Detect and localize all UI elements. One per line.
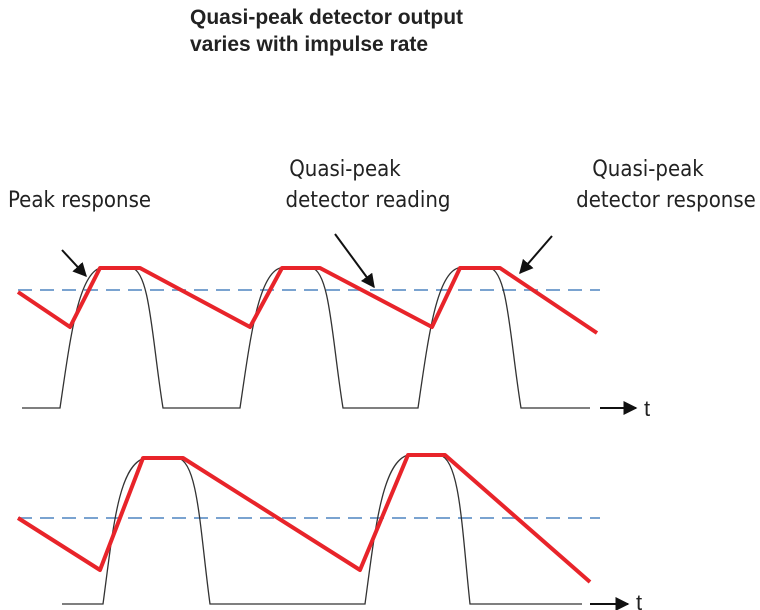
pointer — [334, 233, 375, 289]
detector-response — [16, 266, 599, 335]
label: Quasi-peak — [592, 157, 704, 182]
impulse-waveform — [62, 454, 582, 605]
label: detector response — [576, 188, 756, 213]
pointer — [61, 249, 87, 278]
axis-label: t — [636, 590, 642, 610]
title-line: Quasi-peak detector output — [190, 6, 463, 29]
label: Quasi-peak — [289, 157, 401, 182]
title-line: varies with impulse rate — [190, 33, 428, 56]
label: detector reading — [286, 188, 451, 213]
detector-response — [16, 453, 592, 584]
label: Peak response — [8, 188, 151, 213]
axis-label: t — [644, 396, 650, 421]
pointer — [519, 235, 553, 275]
